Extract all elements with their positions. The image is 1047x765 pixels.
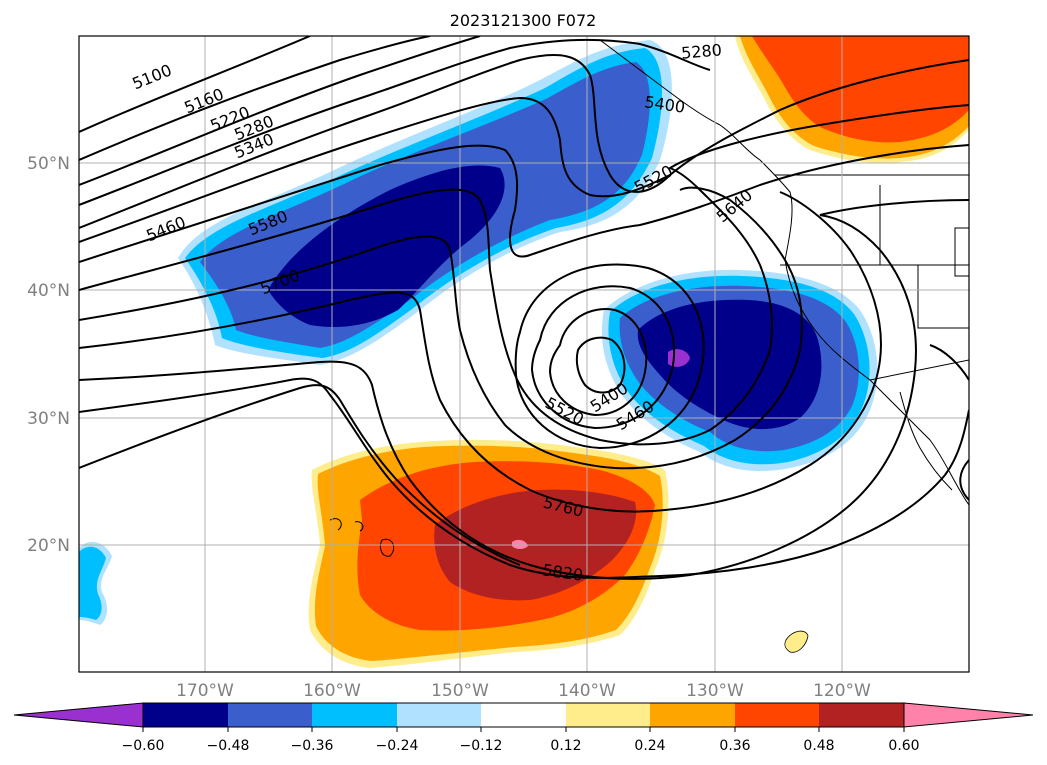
map-title: 2023121300 F072 — [450, 11, 597, 30]
longitude-axis: 170°W 160°W 150°W 140°W 130°W 120°W — [176, 681, 871, 701]
colorbar-segment — [566, 703, 650, 727]
colorbar-tick-label: 0.48 — [803, 738, 834, 754]
colorbar-segment — [735, 703, 819, 727]
lon-tick-label: 170°W — [176, 681, 234, 701]
colorbar-extend-high — [903, 702, 1034, 728]
colorbar: −0.60 −0.48 −0.36 −0.24 −0.12 0.12 0.24 … — [13, 702, 1034, 754]
lon-tick-label: 140°W — [558, 681, 616, 701]
lat-tick-label: 20°N — [27, 536, 70, 556]
lon-tick-label: 130°W — [686, 681, 744, 701]
negative-anomaly-east — [601, 269, 878, 472]
positive-anomaly-northeast — [735, 36, 969, 163]
positive-anomaly-south — [308, 439, 669, 668]
negative-anomaly-southwest — [79, 541, 112, 625]
colorbar-segment — [143, 703, 228, 727]
colorbar-segment — [397, 703, 481, 727]
colorbar-tick-label: −0.12 — [460, 738, 503, 754]
contour-label: 5280 — [680, 40, 722, 62]
lat-tick-label: 30°N — [27, 409, 70, 429]
height-contours — [79, 36, 969, 580]
colorbar-tick-label: 0.12 — [550, 738, 581, 754]
map-frame — [78, 35, 970, 673]
lat-tick-label: 40°N — [27, 281, 70, 301]
colorbar-frame — [142, 702, 905, 728]
colorbar-tick-label: −0.48 — [207, 738, 250, 754]
latitude-axis: 50°N 40°N 30°N 20°N — [27, 154, 70, 556]
lon-tick-label: 120°W — [813, 681, 871, 701]
colorbar-segment — [481, 703, 566, 727]
colorbar-tick-label: −0.24 — [376, 738, 419, 754]
colorbar-tick-label: 0.36 — [719, 738, 750, 754]
map-area: 5100 5160 5220 5280 5340 5460 5580 5700 … — [79, 36, 969, 672]
colorbar-extend-low — [13, 702, 144, 728]
positive-anomaly-small — [784, 630, 809, 653]
negative-anomaly-northwest — [178, 40, 672, 365]
lat-tick-label: 50°N — [27, 154, 70, 174]
coastlines — [329, 39, 969, 557]
colorbar-segment — [819, 703, 904, 727]
colorbar-tick-label: 0.24 — [634, 738, 665, 754]
colorbar-tick-marks — [142, 727, 905, 732]
colorbar-tick-label: 0.60 — [888, 738, 919, 754]
colorbar-tick-label: −0.36 — [291, 738, 334, 754]
colorbar-segment — [650, 703, 735, 727]
colorbar-tick-label: −0.60 — [122, 738, 165, 754]
lon-tick-label: 150°W — [431, 681, 489, 701]
graticule — [79, 36, 969, 672]
colorbar-segment — [312, 703, 397, 727]
colorbar-segment — [228, 703, 312, 727]
lon-tick-label: 160°W — [303, 681, 361, 701]
